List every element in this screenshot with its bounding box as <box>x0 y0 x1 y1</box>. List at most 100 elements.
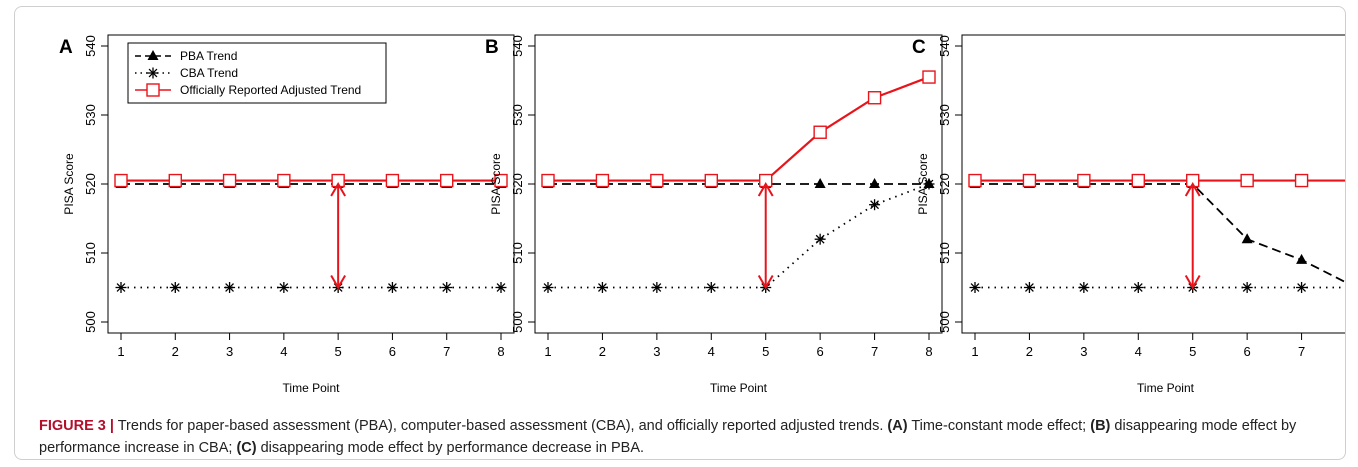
figure-card: A 500 510 520 530 540 1 2 3 4 5 6 7 8 Time Point PISA S… <box>14 6 1346 460</box>
series-line-officially <box>548 76 930 182</box>
data-point-cba <box>1296 282 1308 293</box>
data-point-officially <box>1240 173 1254 188</box>
y-axis-title: PISA Score <box>489 153 503 215</box>
y-tick-label: 530 <box>83 104 98 126</box>
data-point-cba <box>169 282 181 293</box>
x-tick-label: 6 <box>1244 344 1251 359</box>
data-point-officially <box>385 173 400 188</box>
data-point-officially <box>222 173 237 188</box>
x-tick-label: 7 <box>443 344 450 359</box>
mode-effect-arrow <box>330 182 347 290</box>
x-tick-label: 7 <box>1298 344 1305 359</box>
y-tick-label: 500 <box>937 311 952 333</box>
x-tick-label: 2 <box>172 344 179 359</box>
data-point-officially <box>867 91 882 105</box>
y-tick-label: 540 <box>83 35 98 57</box>
y-tick-label: 540 <box>510 35 525 57</box>
data-point-officially <box>1294 173 1309 188</box>
mode-effect-arrow <box>757 182 774 290</box>
x-tick-label: 7 <box>871 344 878 359</box>
caption-ref-b: (B) <box>1090 418 1111 434</box>
caption-text-2: Time-constant mode effect; <box>907 418 1091 434</box>
chart-panel-b: B 500 510 520 530 540 1 2 3 4 5 6 7 8 Time Point PISA S… <box>485 34 943 395</box>
series-line-pba <box>975 183 1345 283</box>
data-point-officially <box>1077 173 1091 188</box>
panel-label: B <box>485 37 499 58</box>
x-tick-label: 4 <box>708 344 715 359</box>
data-point-cba <box>651 282 663 293</box>
legend-entry: Officially Reported Adjusted Trend <box>180 83 361 97</box>
data-point-officially <box>541 173 555 188</box>
legend-marker <box>146 83 160 97</box>
data-point-cba <box>224 282 236 293</box>
data-point-cba <box>542 282 554 293</box>
y-tick-label: 510 <box>83 242 98 264</box>
data-point-officially <box>440 173 454 188</box>
x-tick-label: 6 <box>817 344 824 359</box>
data-point-officially <box>1022 173 1037 188</box>
x-tick-label: 6 <box>389 344 396 359</box>
y-tick-label: 540 <box>937 35 952 57</box>
data-point-cba <box>495 282 507 293</box>
data-point-officially <box>168 173 182 188</box>
legend-marker <box>147 50 159 60</box>
y-tick-label: 520 <box>510 173 525 195</box>
data-point-officially <box>650 173 664 188</box>
data-point-cba <box>814 233 826 245</box>
data-point-officially <box>1131 173 1145 188</box>
x-tick-label: 8 <box>925 344 932 359</box>
data-point-pba <box>1241 233 1253 244</box>
caption-text-3: disappearing mode effect by performance … <box>39 418 1297 456</box>
x-axis-title: Time Point <box>710 381 768 395</box>
x-tick-label: 1 <box>544 344 551 359</box>
data-point-officially <box>277 173 291 188</box>
caption-text-4: disappearing mode effect by performance … <box>256 440 645 456</box>
x-tick-label: 8 <box>497 344 504 359</box>
data-point-cba <box>115 282 127 293</box>
data-point-cba <box>1241 282 1253 293</box>
legend: PBA Trend CBA Trend Officially Reported Ad… <box>127 42 387 104</box>
x-tick-label: 2 <box>1026 344 1033 359</box>
y-tick-label: 510 <box>510 242 525 264</box>
x-tick-label: 5 <box>335 344 342 359</box>
data-point-cba <box>386 282 398 293</box>
x-tick-label: 4 <box>1135 344 1142 359</box>
figure-caption: FIGURE 3 | Trends for paper-based assess… <box>39 415 1329 459</box>
chart-panel-c: C 500 510 520 530 540 1 2 3 4 5 6 7 8 Time Point PISA S… <box>912 34 1345 395</box>
x-tick-label: 4 <box>280 344 287 359</box>
y-tick-label: 530 <box>510 104 525 126</box>
y-tick-label: 510 <box>937 242 952 264</box>
data-point-officially <box>595 173 610 188</box>
caption-label: FIGURE 3 | <box>39 418 114 434</box>
data-point-cba <box>441 282 453 293</box>
y-axis-title: PISA Score <box>62 153 76 215</box>
data-point-officially <box>114 173 128 188</box>
y-tick-label: 500 <box>510 311 525 333</box>
data-point-pba <box>1296 253 1308 264</box>
data-point-cba <box>1078 282 1090 293</box>
data-point-officially <box>494 173 508 188</box>
x-tick-label: 3 <box>653 344 660 359</box>
series-line-cba <box>548 183 930 289</box>
x-tick-label: 3 <box>226 344 233 359</box>
data-point-cba <box>705 282 717 293</box>
y-tick-label: 520 <box>937 173 952 195</box>
data-point-officially <box>813 125 827 139</box>
legend-box <box>127 42 387 104</box>
data-point-cba <box>1023 282 1035 293</box>
data-point-officially <box>922 70 936 84</box>
data-point-cba <box>1132 282 1144 293</box>
x-axis-title: Time Point <box>1137 381 1195 395</box>
y-tick-label: 530 <box>937 104 952 126</box>
y-axis-title: PISA Score <box>916 153 930 215</box>
data-point-pba <box>869 178 881 188</box>
data-point-cba <box>596 282 608 293</box>
data-point-cba <box>869 199 881 211</box>
x-tick-label: 3 <box>1080 344 1087 359</box>
data-point-cba <box>969 282 981 293</box>
x-axis-title: Time Point <box>283 381 341 395</box>
mode-effect-arrow <box>1184 182 1201 290</box>
caption-ref-c: (C) <box>236 440 257 456</box>
panel-label: A <box>59 37 73 58</box>
x-tick-label: 5 <box>1189 344 1196 359</box>
